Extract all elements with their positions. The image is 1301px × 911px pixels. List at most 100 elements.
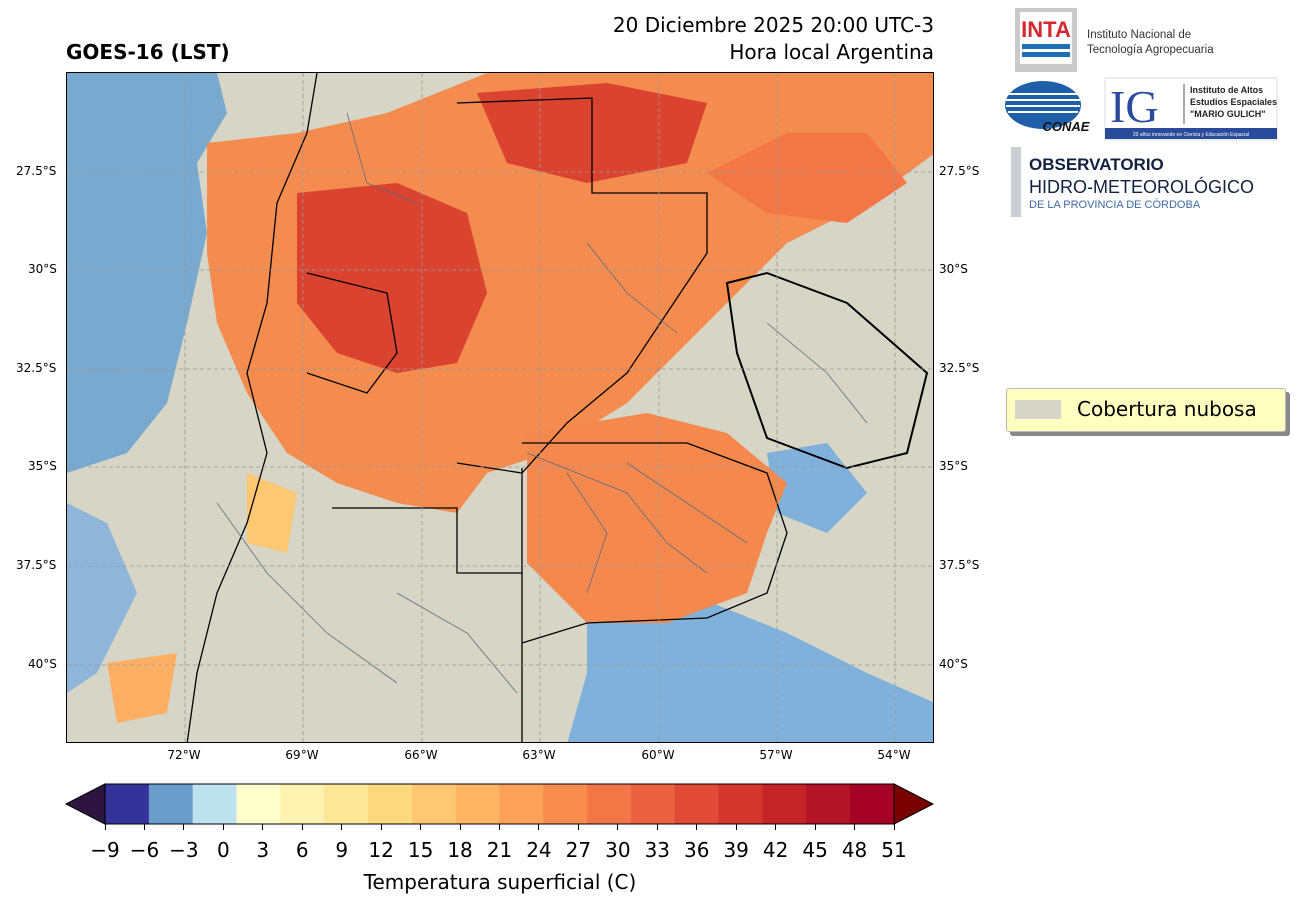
ig-line1: Instituto de Altos: [1190, 85, 1263, 95]
colorbar-segment: [631, 784, 676, 824]
colorbar-segment: [368, 784, 413, 824]
colorbar-tick-mark: [222, 824, 224, 830]
colorbar-tick-mark: [814, 824, 816, 830]
warm-region-buenos-aires: [527, 413, 787, 623]
inta-logo: INTA Instituto Nacional de Tecnología Ag…: [1015, 8, 1214, 72]
timestamp: 20 Diciembre 2025 20:00 UTC-3 Hora local…: [520, 12, 934, 66]
colorbar-segment: [192, 784, 237, 824]
lat-tick-left: 27.5°S: [16, 164, 57, 178]
lat-tick-right: 35°S: [939, 459, 968, 473]
colorbar-tick-mark: [577, 824, 579, 830]
cloud-legend-swatch: [1015, 400, 1061, 419]
colorbar-tick-mark: [104, 824, 106, 830]
logos: INTA Instituto Nacional de Tecnología Ag…: [1005, 8, 1278, 217]
colorbar-tick-label: 6: [295, 838, 309, 862]
colorbar-tick-mark: [696, 824, 698, 830]
map-canvas: [67, 73, 933, 742]
ig-line2: Estudios Espaciales: [1190, 97, 1277, 107]
lat-tick-left: 40°S: [28, 657, 57, 671]
date-line: 20 Diciembre 2025 20:00 UTC-3: [612, 13, 934, 37]
colorbar-segment: [587, 784, 632, 824]
colorbar-tick-label: 27: [565, 838, 592, 862]
lat-tick-left: 37.5°S: [16, 558, 57, 572]
map-panel: [66, 72, 934, 743]
colorbar-segment: [148, 784, 194, 824]
colorbar-over-arrow: [893, 783, 935, 825]
inta-mark: INTA: [1021, 17, 1071, 42]
department-borders: [216, 112, 868, 694]
inta-line1: Instituto Nacional de: [1087, 29, 1191, 41]
lat-tick-right: 32.5°S: [939, 361, 980, 375]
colorbar-tick-mark: [301, 824, 303, 830]
cloud-legend: Cobertura nubosa: [1006, 388, 1286, 432]
colorbar-tick-mark: [854, 824, 856, 830]
colorbar-segment: [105, 784, 150, 824]
lat-tick-left: 30°S: [28, 262, 57, 276]
graticule: [67, 73, 933, 742]
colorbar-segment: [850, 784, 895, 824]
warm-region-northeast: [707, 133, 907, 223]
colorbar-segment: [762, 784, 807, 824]
colorbar-label: Temperatura superficial (C): [363, 870, 637, 894]
map-title: GOES-16 (LST): [66, 40, 230, 64]
colorbar-tick-label: 24: [526, 838, 552, 862]
colorbar-tick-mark: [420, 824, 422, 830]
colorbar-tick-label: 51: [881, 838, 907, 862]
lat-tick-left: 35°S: [28, 459, 57, 473]
colorbar-tick-label: −6: [129, 838, 160, 862]
colorbar-segments: [105, 784, 895, 824]
conae-mark: CONAE: [1043, 119, 1090, 134]
lat-tick-right: 30°S: [939, 262, 968, 276]
colorbar-tick-label: 3: [256, 838, 270, 862]
colorbar-tick-mark: [735, 824, 737, 830]
colorbar-tick-mark: [262, 824, 264, 830]
colorbar-segment: [674, 784, 720, 824]
local-time-line: Hora local Argentina: [729, 40, 934, 64]
lon-tick: 66°W: [404, 748, 438, 762]
colorbar-tick-label: −9: [90, 838, 120, 862]
observatorio-logo: OBSERVATORIO HIDRO-METEOROLÓGICO DE LA P…: [1011, 147, 1254, 217]
lon-tick: 60°W: [641, 748, 675, 762]
colorbar-tick-mark: [499, 824, 500, 830]
mild-region-south: [107, 653, 177, 723]
colorbar-tick-label: 0: [216, 838, 230, 862]
colorbar-tick-label: 45: [802, 838, 828, 862]
colorbar-tick-mark: [143, 824, 145, 830]
colorbar-tick-mark: [183, 824, 185, 830]
lon-tick: 63°W: [522, 748, 556, 762]
colorbar-tick-label: 48: [841, 838, 868, 862]
ig-mark: IG: [1110, 81, 1159, 132]
ig-line3: "MARIO GULICH": [1190, 109, 1266, 119]
cold-region-andes: [67, 73, 227, 473]
lon-tick: 54°W: [877, 748, 911, 762]
ig-slogan: 20 años innovando en Ciencia y Educación…: [1133, 132, 1249, 138]
colorbar-tick-mark: [538, 824, 540, 830]
colorbar-tick-label: −3: [169, 838, 199, 862]
lat-tick-right: 40°S: [939, 657, 968, 671]
colorbar-tick-label: 36: [684, 838, 710, 862]
obs-line1: OBSERVATORIO: [1029, 155, 1164, 174]
province-borders: [186, 73, 929, 742]
obs-line3: DE LA PROVINCIA DE CÓRDOBA: [1029, 198, 1201, 211]
colorbar-tick-label: 33: [644, 838, 671, 862]
colorbar-tick-mark: [617, 824, 619, 830]
ig-logo: IG Instituto de Altos Estudios Espaciale…: [1104, 77, 1278, 141]
inta-line2: Tecnología Agropecuaria: [1087, 44, 1214, 56]
hot-region-west: [297, 183, 487, 373]
colorbar-tick-mark: [775, 824, 777, 830]
colorbar-segment: [280, 784, 325, 824]
colorbar-tick-label: 9: [335, 838, 349, 862]
colorbar-tick-label: 39: [723, 838, 749, 862]
lat-tick-left: 32.5°S: [16, 361, 57, 375]
lon-tick: 69°W: [285, 748, 319, 762]
colorbar-segment: [236, 784, 281, 824]
colorbar-tick-label: 15: [407, 838, 434, 862]
lat-tick-right: 27.5°S: [939, 164, 980, 178]
cloud-legend-label: Cobertura nubosa: [1077, 397, 1257, 421]
conae-logo: CONAE: [1005, 81, 1090, 134]
lon-tick: 57°W: [759, 748, 793, 762]
colorbar-tick-mark: [380, 824, 382, 830]
colorbar: [64, 783, 935, 825]
colorbar-tick-mark: [459, 824, 461, 830]
colorbar-segment: [455, 784, 500, 824]
